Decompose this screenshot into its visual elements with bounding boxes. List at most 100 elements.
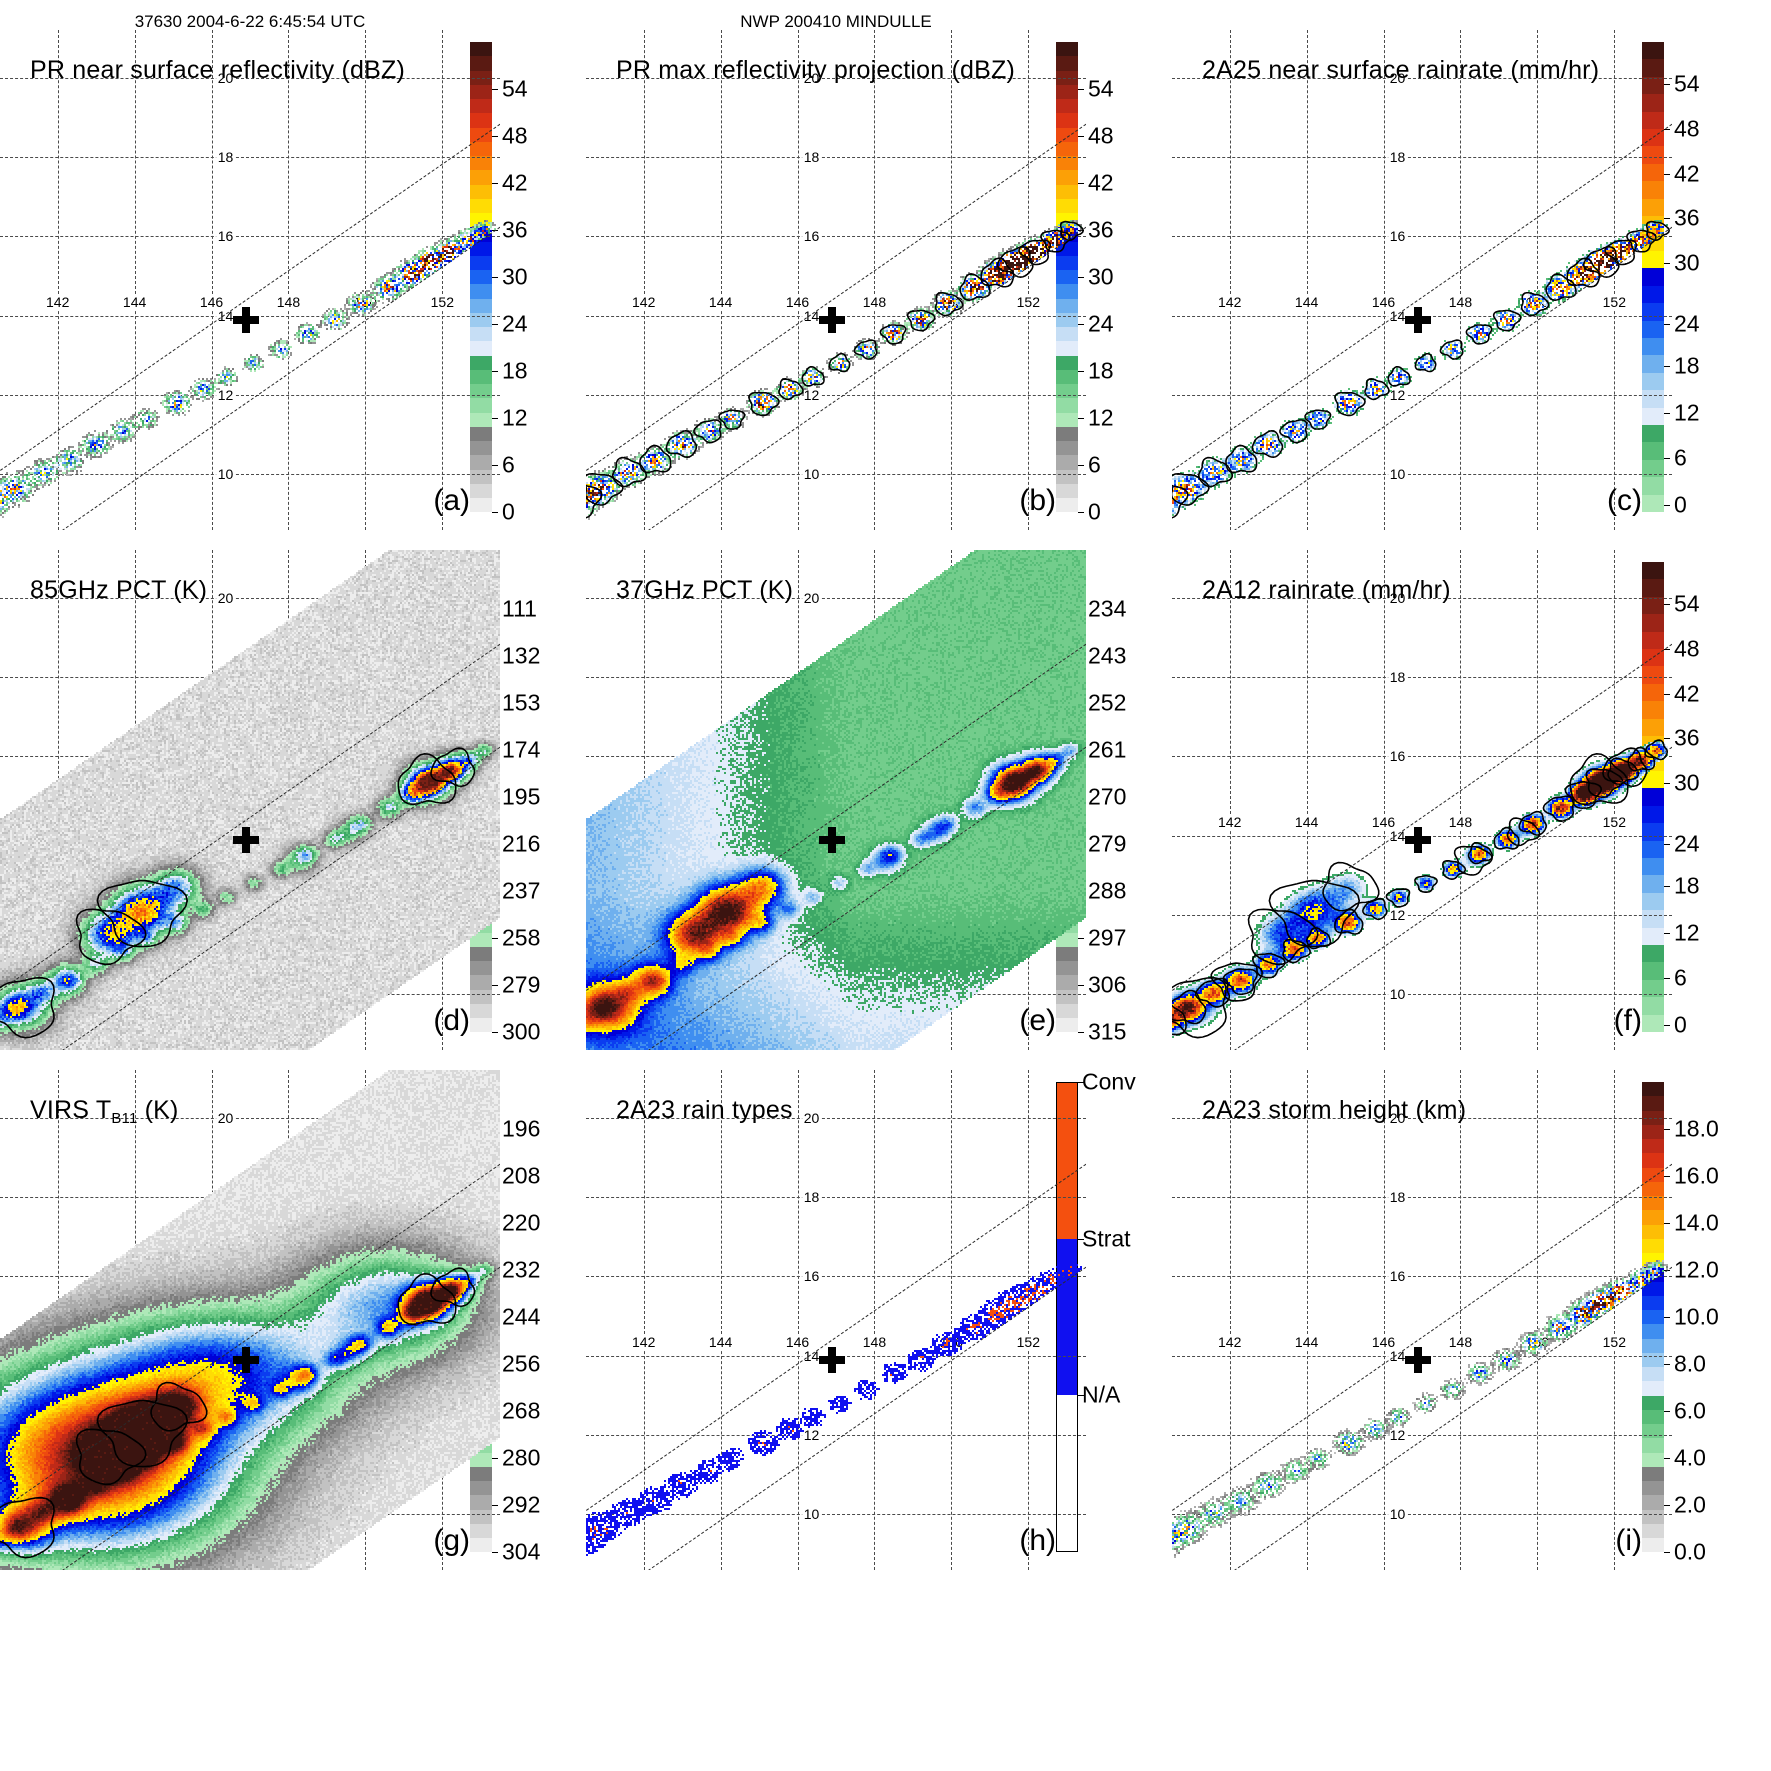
center-cross-marker — [233, 1346, 260, 1373]
colorbar-label: 258 — [502, 924, 541, 951]
colorbar-label: 24 — [1674, 830, 1700, 857]
colorbar-label: 280 — [502, 1444, 541, 1471]
colorbar-label: 196 — [502, 1115, 541, 1142]
colorbar-label: 30 — [1088, 263, 1114, 290]
colorbar-label: 24 — [1674, 310, 1700, 337]
data-layer-e — [586, 550, 1086, 1050]
colorbar-label: 6 — [1674, 444, 1687, 471]
colorbar-label: 304 — [502, 1538, 541, 1565]
colorbar-label: 132 — [502, 642, 541, 669]
panel-letter-g: (g) — [433, 1524, 470, 1557]
panel-a: 201816141210142144146148150152PR near su… — [0, 30, 500, 530]
panel-letter-b: (b) — [1019, 484, 1056, 517]
panel-title-b: PR max reflectivity projection (dBZ) — [616, 56, 1015, 84]
panel-title-e: 37GHz PCT (K) — [616, 576, 794, 604]
colorbar-label: 261 — [1088, 736, 1127, 763]
colorbar-label: 0 — [1674, 491, 1687, 518]
colorbar-label: 54 — [1088, 75, 1114, 102]
data-layer-d — [0, 550, 500, 1050]
center-cross-marker — [819, 1346, 846, 1373]
colorbar-label: 48 — [1088, 122, 1114, 149]
panel-title-a: PR near surface reflectivity (dBZ) — [30, 56, 405, 84]
center-cross-marker — [1405, 826, 1432, 853]
colorbar-label: 30 — [502, 263, 528, 290]
data-layer-a — [0, 30, 500, 530]
colorbar-label: 268 — [502, 1397, 541, 1424]
colorbar-label: 6 — [1674, 964, 1687, 991]
colorbar-label: 6 — [502, 451, 515, 478]
colorbar-label: 174 — [502, 736, 541, 763]
colorbar-label: 306 — [1088, 971, 1127, 998]
colorbar-label: 54 — [502, 75, 528, 102]
colorbar-label: 18 — [502, 357, 528, 384]
colorbar-label: 42 — [1674, 160, 1700, 187]
colorbar-label: 42 — [502, 169, 528, 196]
center-cross-marker — [1405, 306, 1432, 333]
colorbar-label: 12 — [1674, 919, 1700, 946]
data-layer-g — [0, 1070, 500, 1570]
colorbar-label: 18 — [1674, 872, 1700, 899]
colorbar-label: 288 — [1088, 877, 1127, 904]
panel-f: 2018161412101421441461481501522A12 rainr… — [1172, 550, 1672, 1050]
colorbar-label: 0 — [1088, 498, 1101, 525]
plot-area-c: 201816141210142144146148150152 — [1172, 30, 1672, 530]
colorbar-label: 0.0 — [1674, 1538, 1706, 1565]
panel-i: 2018161412101421441461481501522A23 storm… — [1172, 1070, 1672, 1570]
colorbar-label: 8.0 — [1674, 1350, 1706, 1377]
figure-header-left: 37630 2004-6-22 6:45:54 UTC — [134, 12, 366, 31]
colorbar-label: 48 — [1674, 115, 1700, 142]
colorbar-label: 0 — [1674, 1011, 1687, 1038]
panel-letter-d: (d) — [433, 1004, 470, 1037]
panel-title-h: 2A23 rain types — [616, 1096, 793, 1124]
panel-c: 2018161412101421441461481501522A25 near … — [1172, 30, 1672, 530]
colorbar-label: 270 — [1088, 783, 1127, 810]
colorbar-label: 256 — [502, 1350, 541, 1377]
colorbar-label: 36 — [1674, 724, 1700, 751]
center-cross-marker — [233, 306, 260, 333]
colorbar-label: 12 — [502, 404, 528, 431]
colorbar-label: 292 — [502, 1491, 541, 1518]
colorbar-label: N/A — [1082, 1381, 1121, 1408]
center-cross-marker — [819, 306, 846, 333]
plot-area-f: 201816141210142144146148150152 — [1172, 550, 1672, 1050]
colorbar-label: 244 — [502, 1303, 541, 1330]
colorbar-label: 195 — [502, 783, 541, 810]
colorbar-label: 24 — [502, 310, 528, 337]
plot-area-a: 201816141210142144146148150152 — [0, 30, 500, 530]
colorbar-label: 16.0 — [1674, 1162, 1719, 1189]
colorbar-label: 18.0 — [1674, 1115, 1719, 1142]
colorbar-label: 252 — [1088, 689, 1127, 716]
colorbar-label: 10.0 — [1674, 1303, 1719, 1330]
colorbar-label: 153 — [502, 689, 541, 716]
colorbar-label: 18 — [1088, 357, 1114, 384]
panel-e: 20181614121014214414614815015237GHz PCT … — [586, 550, 1086, 1050]
panel-h: 2018161412101421441461481501522A23 rain … — [586, 1070, 1086, 1570]
colorbar-label: 232 — [502, 1256, 541, 1283]
data-layer-f — [1172, 550, 1672, 1050]
colorbar-label: 216 — [502, 830, 541, 857]
plot-area-g: 201816141210142144146148150152 — [0, 1070, 500, 1570]
colorbar-label: 36 — [502, 216, 528, 243]
colorbar-label: 279 — [502, 971, 541, 998]
center-cross-marker — [819, 826, 846, 853]
panel-letter-a: (a) — [433, 484, 470, 517]
colorbar-label: 297 — [1088, 924, 1127, 951]
colorbar-label: 18 — [1674, 352, 1700, 379]
colorbar-label: 54 — [1674, 590, 1700, 617]
colorbar-label: 0 — [502, 498, 515, 525]
colorbar-label: 300 — [502, 1018, 541, 1045]
colorbar-label: Conv — [1082, 1068, 1136, 1095]
colorbar-label: 237 — [502, 877, 541, 904]
colorbar-label: 243 — [1088, 642, 1127, 669]
colorbar-label: 30 — [1674, 249, 1700, 276]
colorbar-label: 30 — [1674, 769, 1700, 796]
colorbar-label: 6.0 — [1674, 1397, 1706, 1424]
panel-letter-c: (c) — [1607, 484, 1642, 517]
colorbar-label: 12 — [1088, 404, 1114, 431]
plot-area-d: 201816141210142144146148150152 — [0, 550, 500, 1050]
colorbar-label: 42 — [1088, 169, 1114, 196]
colorbar-label: 208 — [502, 1162, 541, 1189]
panel-b: 201816141210142144146148150152PR max ref… — [586, 30, 1086, 530]
colorbar-label: 42 — [1674, 680, 1700, 707]
